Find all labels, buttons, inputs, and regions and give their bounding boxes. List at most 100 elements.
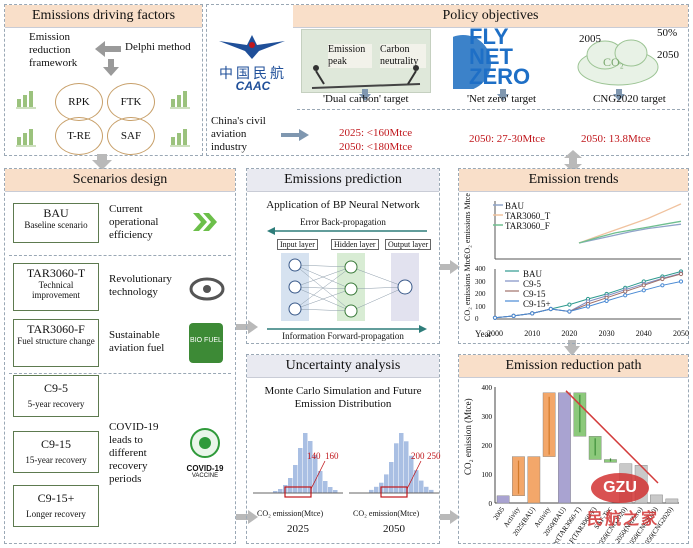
histogram-bar xyxy=(389,462,394,493)
trend-xlabel: Year xyxy=(475,329,492,339)
c95-name: C9-5 xyxy=(44,381,68,395)
histogram-bar xyxy=(303,433,308,493)
down-arrow xyxy=(613,89,625,101)
trends-title: Emission trends xyxy=(459,169,688,192)
output-layer-label: Output layer xyxy=(385,239,432,250)
c915-box: C9-15 15-year recovery xyxy=(13,431,99,473)
x-tick-label: 2030 xyxy=(598,329,615,338)
x-tick-label: 2040 xyxy=(635,329,652,338)
bau-desc: Current operational efficiency xyxy=(109,203,159,241)
path-trend-arrow xyxy=(565,390,659,484)
policy-title: Policy objectives xyxy=(293,5,688,28)
policy-divider xyxy=(297,109,685,110)
trends-panel: Emission trends CO₂ emissions Mtce CO₂ e… xyxy=(458,168,689,344)
reduction-bar xyxy=(650,494,663,504)
tart-box: TAR3060-T Technical improvement xyxy=(13,263,99,311)
y-tick-label: 0 xyxy=(489,500,493,508)
c915p-name: C9-15+ xyxy=(37,491,75,505)
drivers-panel: Emissions driving factors Emission reduc… xyxy=(4,4,203,156)
data-point xyxy=(530,311,535,316)
drivers-title: Emissions driving factors xyxy=(5,5,202,28)
right-arrow xyxy=(281,129,309,141)
tart-desc: Revolutionary technology xyxy=(109,273,172,298)
histogram-bar xyxy=(313,455,318,493)
uncertainty-subtitle: Monte Carlo Simulation and Future Emissi… xyxy=(264,385,422,410)
histogram-bar xyxy=(399,433,404,493)
mc-2050-high: 250 xyxy=(427,451,441,461)
input-layer-label: Input layer xyxy=(277,239,318,250)
histogram-bar xyxy=(293,465,298,493)
prediction-subtitle: Application of BP Neural Network xyxy=(266,199,420,211)
c915p-sub: Longer recovery xyxy=(26,509,86,519)
covid-vaccine-icon: COVID-19 VACCINE xyxy=(183,427,227,479)
bar-chart-icon xyxy=(170,91,190,109)
trend-chart-bottom xyxy=(492,269,684,320)
policy-panel: Policy objectives 中国民航 CAAC Emission pea… xyxy=(206,4,689,156)
carbon-neutrality-text: Carbon neutrality xyxy=(380,44,426,68)
y-tick-label: 100 xyxy=(482,471,493,479)
right-arrow xyxy=(440,260,460,274)
net-zero-label: 'Net zero' target xyxy=(467,93,537,105)
data-point xyxy=(567,302,572,307)
factor-rpk: RPK xyxy=(55,83,103,121)
trend-bot-legend-2: C9-5 xyxy=(523,279,541,289)
series-line-TAR3060_F xyxy=(578,220,682,244)
range-pointer xyxy=(406,460,422,490)
cng-2050: 2050 xyxy=(657,49,679,61)
series-line-TAR3060_T xyxy=(578,203,682,244)
mc-2025-high: 160 xyxy=(325,451,339,461)
trend-top-legend-1: BAU xyxy=(505,201,525,211)
range-pointer xyxy=(310,460,326,490)
mc-2025-low: 140 xyxy=(307,451,321,461)
trend-bot-legend-4: C9-15+ xyxy=(523,299,551,309)
x-tick-label: 2020 xyxy=(561,329,578,338)
histogram-bar xyxy=(369,489,374,493)
factor-ftk: FTK xyxy=(107,83,155,121)
net-zero-logo: FLY NET ZERO xyxy=(453,24,537,91)
c95-box: C9-5 5-year recovery xyxy=(13,375,99,417)
tarf-desc: Sustainable aviation fuel xyxy=(109,329,165,354)
cloud-icon xyxy=(577,39,659,86)
dual-carbon-image: Emission peak Carbon neutrality xyxy=(301,29,431,93)
cng-co2: CO₂ xyxy=(603,55,624,69)
data-point xyxy=(678,279,684,284)
factor-tre: T-RE xyxy=(55,117,103,155)
reduction-bar xyxy=(496,495,510,504)
fly-text: FLY xyxy=(469,24,509,49)
uncertainty-title: Uncertainty analysis xyxy=(247,355,439,378)
covid-desc: COVID-19 leads to different recovery per… xyxy=(109,421,159,485)
histogram-bar xyxy=(273,491,278,493)
globe-icon xyxy=(453,35,491,89)
data-point xyxy=(492,315,498,320)
updown-arrow-trends xyxy=(564,150,582,172)
emission-peak-text: Emission peak xyxy=(328,44,372,68)
hidden-layer-label: Hidden layer xyxy=(331,239,379,250)
backprop-label: Error Back-propagation xyxy=(300,217,386,227)
mc-2050-year: 2050 xyxy=(383,523,405,535)
caac-wings-logo xyxy=(219,35,285,59)
dual-carbon-label: 'Dual carbon' target xyxy=(323,93,409,105)
y-tick-label: 200 xyxy=(482,442,493,450)
bau-name: BAU xyxy=(43,206,69,220)
delphi-label: Delphi method xyxy=(125,41,191,53)
y-tick-label: 300 xyxy=(482,413,493,421)
caac-abbr: CAAC xyxy=(235,79,271,93)
bar-chart-icon xyxy=(170,129,190,147)
y-tick-label: 300 xyxy=(475,277,486,286)
y-tick-label: 400 xyxy=(482,384,493,392)
zero-text: ZERO xyxy=(469,64,531,89)
watermark-gzu: GZU xyxy=(591,473,649,503)
engine-icon xyxy=(189,277,225,301)
y-tick-label: 400 xyxy=(475,265,486,273)
bar-chart-icon xyxy=(16,91,36,109)
data-point xyxy=(660,276,665,282)
c915-name: C9-15 xyxy=(41,437,71,451)
neural-network-diagram xyxy=(281,253,419,321)
tarf-name: TAR3060-F xyxy=(27,322,85,336)
divider xyxy=(9,255,231,256)
vaccine-text: VACCINE xyxy=(191,473,219,479)
data-point xyxy=(511,313,516,319)
histogram-bar xyxy=(409,455,414,493)
bio-fuel-text: BIO FUEL xyxy=(190,337,222,344)
cng-cloud: 2005 50% 2050 CO₂ xyxy=(575,27,687,91)
